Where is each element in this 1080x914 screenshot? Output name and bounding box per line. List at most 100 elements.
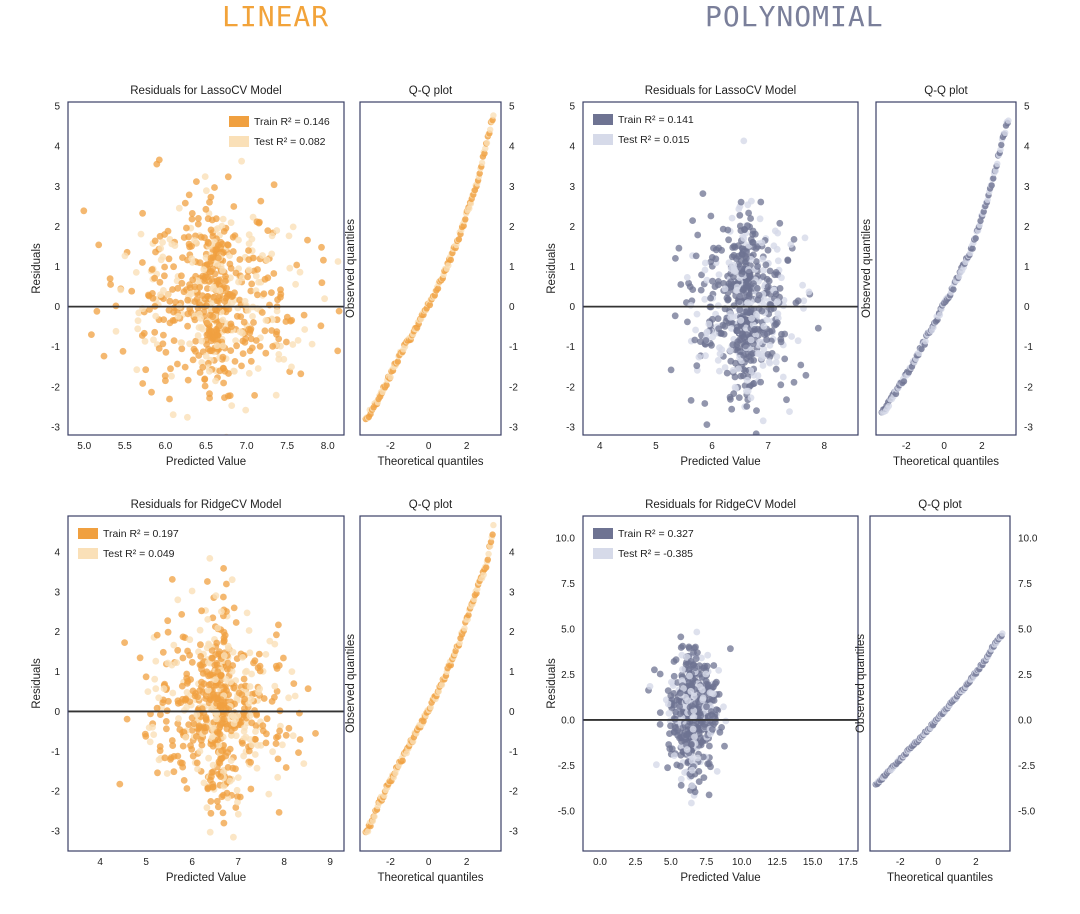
train-point — [268, 327, 276, 334]
train-point — [684, 722, 692, 730]
train-point — [245, 247, 252, 254]
train-point — [701, 400, 709, 407]
test-point — [112, 327, 120, 335]
train-point — [239, 350, 247, 357]
test-point — [699, 694, 707, 702]
train-point — [670, 729, 678, 736]
train-point — [250, 659, 257, 667]
test-point — [773, 353, 781, 360]
train-point — [237, 719, 245, 726]
train-point — [685, 644, 693, 652]
train-point — [128, 287, 136, 295]
train-point — [270, 181, 278, 189]
test-point — [703, 276, 711, 284]
test-point — [121, 252, 129, 260]
train-point — [263, 715, 271, 723]
test-point — [256, 685, 264, 693]
train-point — [754, 263, 761, 270]
qq-point — [426, 301, 434, 309]
train-point — [240, 675, 248, 683]
train-point — [174, 720, 182, 727]
train-point — [95, 241, 103, 249]
train-point — [676, 762, 684, 770]
train-point — [709, 277, 716, 285]
qq-x-tick-label: -2 — [902, 441, 911, 452]
test-point — [253, 764, 261, 772]
train-point — [667, 722, 674, 730]
train-point — [691, 336, 699, 344]
test-point — [248, 235, 256, 243]
train-point — [725, 236, 732, 244]
test-point — [219, 316, 227, 324]
qq-y-tick-label: -2 — [1024, 382, 1033, 393]
train-point — [766, 267, 774, 275]
train-point — [703, 703, 710, 711]
train-point — [737, 372, 745, 380]
test-point — [218, 222, 226, 230]
qq-plot-frame — [869, 515, 1011, 852]
qq-y-tick-label: 2 — [509, 222, 515, 233]
qq-point — [460, 222, 467, 230]
train-point — [256, 218, 263, 226]
test-point — [218, 608, 225, 615]
train-point — [213, 327, 221, 335]
qq-point — [992, 167, 999, 174]
test-point — [722, 717, 730, 725]
train-point — [688, 740, 695, 748]
train-point — [317, 322, 325, 330]
train-point — [184, 296, 192, 304]
train-point — [230, 604, 238, 612]
train-point — [205, 239, 212, 247]
test-point — [695, 353, 703, 361]
test-point — [205, 641, 213, 649]
train-point — [258, 309, 266, 316]
qq-points — [878, 117, 1012, 416]
y-axis-label: Residuals — [546, 658, 558, 709]
qq-point — [445, 262, 452, 269]
test-point — [203, 804, 211, 812]
train-point — [671, 312, 679, 320]
train-point — [157, 711, 164, 718]
train-point — [219, 353, 227, 361]
train-point — [214, 336, 221, 344]
qq-point — [487, 126, 494, 133]
qq-y-tick-label: 1 — [1024, 262, 1030, 273]
train-point — [670, 672, 678, 680]
train-point — [116, 780, 124, 788]
y-tick-label: 0 — [54, 302, 60, 313]
train-point — [88, 331, 95, 338]
train-point — [254, 291, 261, 299]
train-point — [216, 281, 223, 289]
train-point — [164, 227, 172, 235]
train-point — [701, 720, 708, 728]
qq-plot-frame — [359, 101, 502, 436]
qq-y-tick-label: 10.0 — [1018, 533, 1038, 544]
x-tick-label: 0.0 — [593, 857, 607, 868]
train-point — [161, 263, 169, 271]
qq-point — [427, 704, 434, 711]
test-point — [277, 342, 284, 350]
train-point — [191, 298, 199, 305]
train-point — [768, 327, 776, 335]
qq-point — [972, 235, 979, 242]
train-point — [223, 789, 231, 797]
test-point — [759, 417, 767, 425]
train-point — [153, 631, 161, 639]
x-tick-label: 5.5 — [118, 441, 132, 452]
poly-ridge-chart: Residuals for RidgeCV Model 0.0 2.5 5.0 7.5 1… — [546, 499, 1038, 884]
test-point — [688, 782, 696, 790]
train-point — [206, 390, 213, 398]
train-point — [169, 286, 176, 293]
train-point — [743, 248, 750, 256]
train-point — [217, 773, 225, 780]
test-point — [271, 640, 279, 648]
train-point — [197, 233, 205, 241]
test-point — [758, 239, 766, 247]
test-point — [646, 683, 654, 690]
test-point — [690, 692, 698, 700]
train-point — [153, 704, 161, 712]
train-point — [213, 249, 221, 256]
test-point — [763, 316, 771, 323]
qq-y-tick-label: 2 — [1024, 222, 1030, 233]
qq-plot-title: Q-Q plot — [924, 85, 968, 97]
